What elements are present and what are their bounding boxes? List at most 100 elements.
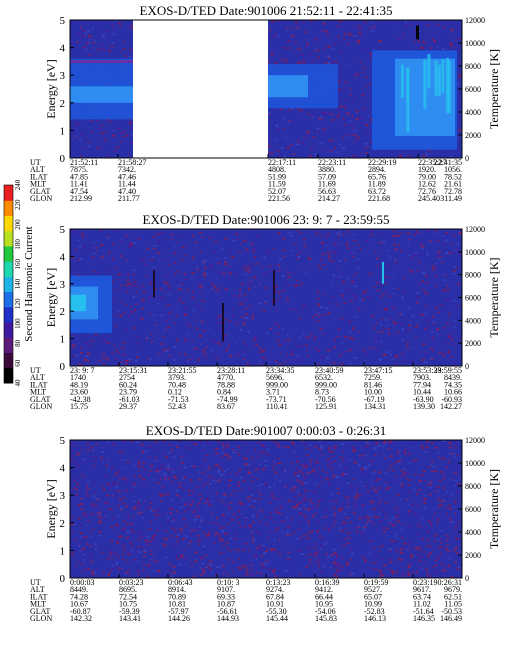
noise-speck (407, 347, 410, 349)
noise-speck (277, 128, 280, 131)
noise-speck (138, 538, 140, 541)
noise-speck (333, 574, 337, 576)
noise-speck (326, 55, 330, 58)
noise-speck (301, 61, 305, 64)
noise-speck (278, 344, 282, 347)
noise-speck (225, 541, 228, 544)
noise-speck (323, 527, 326, 529)
noise-speck (455, 532, 458, 535)
noise-speck (348, 113, 351, 116)
noise-speck (456, 567, 459, 569)
noise-speck (249, 527, 253, 529)
noise-speck (450, 575, 454, 578)
noise-speck (398, 558, 401, 560)
noise-speck (205, 454, 209, 457)
cyan-streak (447, 61, 451, 114)
noise-speck (279, 547, 282, 549)
noise-speck (124, 55, 127, 57)
noise-speck (398, 559, 400, 561)
noise-speck (418, 30, 421, 33)
aux-value: 0:10: 3 (217, 578, 239, 587)
noise-speck (383, 440, 386, 443)
noise-speck (284, 570, 288, 572)
noise-speck (76, 249, 79, 251)
noise-speck (432, 466, 436, 468)
y-tick-label: 1 (60, 334, 66, 346)
noise-speck (158, 470, 161, 473)
noise-speck (218, 343, 221, 346)
noise-speck (183, 353, 187, 355)
aux-value: 134.31 (364, 402, 386, 411)
noise-speck (274, 463, 277, 465)
noise-speck (319, 499, 323, 501)
noise-speck (222, 445, 224, 448)
noise-speck (158, 258, 161, 260)
noise-speck (366, 490, 371, 492)
noise-speck (279, 521, 283, 523)
noise-speck (316, 132, 318, 134)
noise-speck (187, 543, 191, 545)
noise-speck (400, 316, 403, 319)
noise-speck (327, 482, 331, 484)
noise-speck (77, 274, 81, 276)
noise-speck (305, 454, 309, 456)
noise-speck (386, 276, 389, 278)
noise-speck (91, 131, 93, 133)
noise-speck (306, 131, 310, 133)
noise-speck (454, 548, 458, 550)
noise-speck (88, 35, 92, 37)
noise-speck (316, 291, 319, 294)
noise-speck (81, 536, 84, 538)
noise-speck (281, 531, 284, 534)
noise-speck (418, 475, 420, 478)
noise-speck (268, 151, 271, 153)
noise-speck (199, 441, 203, 444)
noise-speck (183, 476, 187, 478)
noise-speck (118, 567, 120, 570)
y2-tick-label: 10000 (465, 39, 485, 48)
noise-speck (231, 314, 234, 317)
noise-speck (296, 280, 299, 282)
noise-speck (357, 244, 360, 246)
noise-speck (300, 345, 304, 347)
noise-speck (152, 569, 155, 572)
noise-speck (122, 458, 127, 461)
noise-speck (75, 493, 78, 495)
noise-speck (448, 504, 451, 506)
noise-speck (127, 552, 131, 555)
noise-speck (257, 263, 260, 265)
noise-speck (338, 143, 341, 146)
noise-speck (399, 313, 402, 315)
noise-speck (124, 237, 127, 239)
noise-speck (259, 509, 263, 511)
noise-speck (383, 564, 387, 567)
noise-speck (429, 521, 433, 524)
noise-speck (333, 346, 337, 348)
noise-speck (171, 527, 175, 529)
noise-speck (376, 505, 380, 508)
noise-speck (374, 490, 378, 493)
noise-speck (359, 298, 363, 301)
noise-speck (382, 241, 386, 243)
noise-speck (405, 477, 408, 479)
noise-speck (221, 443, 224, 445)
noise-speck (335, 569, 339, 571)
noise-speck (433, 571, 436, 574)
noise-speck (440, 562, 443, 565)
noise-speck (321, 119, 324, 121)
noise-speck (147, 507, 150, 509)
noise-speck (81, 146, 85, 148)
noise-speck (79, 503, 83, 505)
noise-speck (429, 486, 433, 489)
noise-speck (112, 129, 116, 131)
noise-speck (366, 441, 369, 443)
noise-speck (275, 264, 277, 267)
noise-speck (244, 525, 247, 528)
noise-speck (287, 120, 289, 123)
y2-tick-label: 0 (465, 154, 469, 163)
noise-speck (423, 45, 426, 47)
noise-speck (105, 30, 109, 33)
noise-speck (98, 516, 103, 519)
noise-speck (385, 442, 388, 444)
noise-speck (214, 277, 218, 279)
